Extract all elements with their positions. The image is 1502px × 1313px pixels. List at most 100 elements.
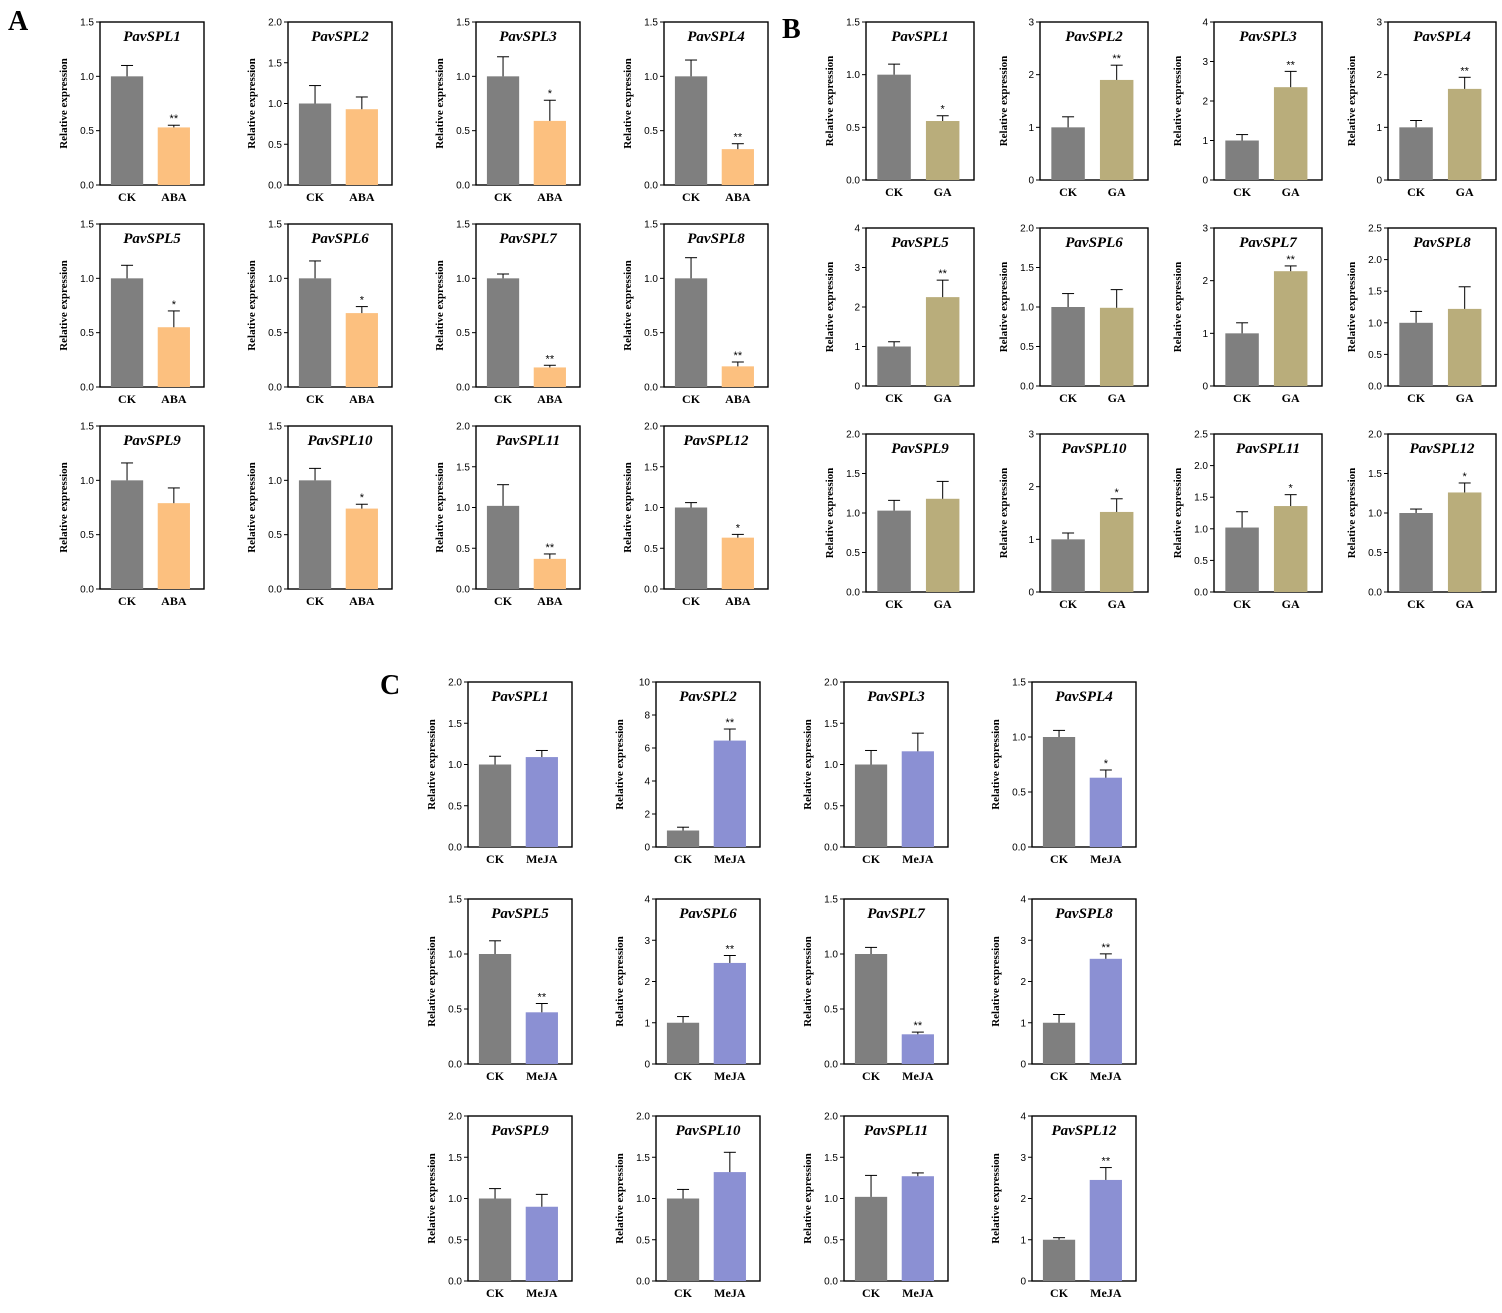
y-tick-label: 0.0 — [846, 176, 860, 187]
bar-ck — [1051, 539, 1085, 592]
y-tick-label: 1.0 — [824, 760, 838, 771]
y-tick-label: 1.0 — [80, 72, 94, 83]
category-label: CK — [1233, 597, 1252, 611]
bar-ck — [1225, 527, 1259, 592]
gene-title: PavSPL2 — [679, 689, 737, 705]
y-axis-label: Relative expression — [58, 58, 70, 149]
y-tick-label: 1.5 — [636, 1153, 650, 1164]
gene-title: PavSPL7 — [867, 906, 925, 922]
y-axis-label: Relative expression — [426, 719, 438, 810]
y-tick-label: 1 — [1028, 535, 1034, 546]
category-label: CK — [486, 1286, 505, 1300]
y-tick-label: 0 — [1028, 176, 1034, 187]
gene-title: PavSPL7 — [1239, 235, 1297, 251]
category-label: CK — [1407, 185, 1426, 199]
gene-title: PavSPL3 — [867, 689, 925, 705]
significance-marker: * — [360, 492, 365, 504]
category-label: CK — [1059, 391, 1078, 405]
y-axis-label: Relative expression — [434, 58, 446, 149]
category-label: MeJA — [1090, 852, 1122, 866]
significance-marker: ** — [726, 717, 735, 729]
category-label: MeJA — [1090, 1069, 1122, 1083]
gene-title: PavSPL8 — [1413, 235, 1471, 251]
category-label: CK — [306, 392, 325, 406]
category-label: GA — [1282, 597, 1300, 611]
category-label: ABA — [537, 392, 563, 406]
category-label: MeJA — [526, 1286, 558, 1300]
category-label: CK — [1059, 185, 1078, 199]
y-tick-label: 0.0 — [1194, 588, 1208, 599]
gene-title: PavSPL6 — [679, 906, 737, 922]
y-tick-label: 2 — [644, 977, 650, 988]
panel-label-A: A — [8, 6, 29, 37]
plot-frame — [655, 681, 761, 848]
category-label: GA — [934, 391, 952, 405]
chart-c-pavspl8: 0 1 2 3 4 Relative expression PavSPL8 CK ** MeJA — [990, 895, 1137, 1083]
y-tick-label: 2 — [1028, 70, 1034, 81]
y-axis-label: Relative expression — [434, 462, 446, 553]
y-tick-label: 1.0 — [1194, 524, 1208, 535]
bar-ck — [1399, 513, 1433, 592]
y-tick-label: 1.0 — [644, 274, 658, 285]
chart-a-pavspl1: 0.0 0.5 1.0 1.5 Relative expression PavSPL1 CK… — [58, 18, 205, 204]
gene-title: PavSPL12 — [1052, 1123, 1117, 1139]
y-tick-label: 2.0 — [644, 422, 658, 433]
y-axis-label: Relative expression — [802, 936, 814, 1027]
category-label: CK — [494, 594, 513, 608]
y-tick-label: 1.5 — [80, 422, 94, 433]
y-tick-label: 4 — [644, 777, 650, 788]
y-axis-label: Relative expression — [622, 58, 634, 149]
bar-ck — [666, 1198, 700, 1281]
y-axis-label: Relative expression — [246, 58, 258, 149]
y-tick-label: 1.0 — [1368, 318, 1382, 329]
chart-c-pavspl5: 0.0 0.5 1.0 1.5 Relative expression PavSPL5 CK… — [426, 895, 573, 1083]
bar-ck — [666, 1022, 700, 1064]
y-tick-label: 0.5 — [644, 328, 658, 339]
category-label: CK — [1050, 852, 1069, 866]
chart-b-pavspl5: 0 1 2 3 4 Relative expression PavSPL5 CK ** GA — [824, 224, 975, 405]
y-tick-label: 2 — [854, 303, 860, 314]
category-label: ABA — [725, 190, 751, 204]
y-tick-label: 0.5 — [456, 126, 470, 137]
category-label: ABA — [349, 392, 375, 406]
bar-ga — [1273, 506, 1308, 592]
y-tick-label: 3 — [1028, 430, 1034, 441]
bar-ck — [666, 830, 700, 847]
category-label: ABA — [537, 190, 563, 204]
significance-marker: ** — [1102, 1156, 1111, 1168]
y-tick-label: 1.0 — [1368, 509, 1382, 520]
gene-title: PavSPL6 — [1065, 235, 1123, 251]
bar-ck — [486, 278, 520, 387]
y-tick-label: 1.0 — [644, 503, 658, 514]
y-tick-label: 0 — [1376, 176, 1382, 187]
y-tick-label: 1.5 — [824, 719, 838, 730]
bar-meja — [1089, 958, 1122, 1064]
y-tick-label: 1.0 — [80, 274, 94, 285]
chart-c-pavspl3: 0.0 0.5 1.0 1.5 2.0 Relative expression PavSPL… — [802, 678, 949, 866]
y-tick-label: 3 — [1020, 1153, 1026, 1164]
category-label: GA — [934, 185, 952, 199]
y-tick-label: 1.0 — [636, 1194, 650, 1205]
y-tick-label: 1 — [1202, 136, 1208, 147]
bar-ck — [486, 505, 520, 589]
y-tick-label: 1.5 — [1368, 287, 1382, 298]
chart-a-pavspl10: 0.0 0.5 1.0 1.5 Relative expression PavSPL10 C… — [246, 422, 393, 608]
plot-frame — [663, 223, 769, 388]
bar-ga — [1099, 79, 1134, 180]
significance-marker: ** — [734, 132, 743, 144]
y-tick-label: 2.0 — [448, 678, 462, 689]
bar-meja — [901, 1176, 934, 1281]
bar-ga — [1273, 87, 1308, 180]
y-tick-label: 1.5 — [80, 18, 94, 29]
bar-ck — [298, 480, 332, 589]
bar-ga — [1447, 308, 1482, 386]
y-axis-label: Relative expression — [802, 1153, 814, 1244]
gene-title: PavSPL9 — [891, 441, 949, 457]
bar-aba — [721, 149, 754, 185]
gene-title: PavSPL4 — [1055, 689, 1113, 705]
gene-title: PavSPL5 — [891, 235, 949, 251]
bar-meja — [525, 1206, 558, 1281]
y-tick-label: 1 — [1020, 1235, 1026, 1246]
bar-meja — [713, 740, 746, 847]
category-label: CK — [494, 392, 513, 406]
